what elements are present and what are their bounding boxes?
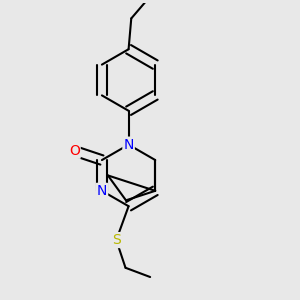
Text: N: N: [97, 184, 107, 198]
Text: S: S: [112, 233, 121, 247]
Text: N: N: [123, 138, 134, 152]
Text: O: O: [69, 144, 80, 158]
